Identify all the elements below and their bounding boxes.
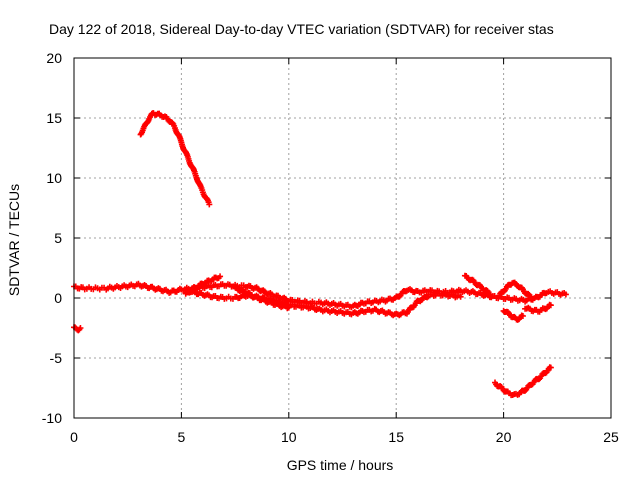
data-series (71, 110, 569, 399)
data-point (536, 376, 543, 383)
x-tick-label: 10 (281, 429, 297, 445)
y-tick-label: 0 (54, 290, 62, 306)
data-point (217, 273, 224, 280)
x-tick-label: 15 (388, 429, 404, 445)
data-point (77, 325, 84, 331)
data-point (285, 304, 292, 311)
data-point (528, 295, 535, 301)
x-tick-label: 25 (603, 429, 619, 445)
x-tick-label: 0 (70, 429, 78, 445)
data-point (547, 302, 554, 309)
y-axis-label: SDTVAR / TECUs (6, 184, 22, 296)
data-point (547, 364, 554, 371)
data-point (519, 313, 526, 319)
data-point (457, 293, 464, 300)
grid-lines (74, 58, 611, 418)
y-tick-label: 5 (54, 230, 62, 246)
data-point (562, 291, 569, 298)
series (461, 272, 494, 298)
series (71, 324, 84, 334)
x-tick-label: 5 (178, 429, 186, 445)
data-point (527, 293, 534, 300)
tick-labels: 0 5 10 15 20 25 -10 -5 0 5 10 15 20 (42, 50, 619, 445)
series (232, 284, 292, 312)
y-tick-label: -5 (50, 350, 63, 366)
series (500, 307, 526, 323)
x-axis-label: GPS time / hours (287, 457, 394, 473)
series (137, 110, 213, 208)
series (492, 364, 554, 399)
data-point (396, 293, 403, 300)
series (522, 301, 554, 315)
y-tick-label: 15 (46, 110, 62, 126)
series (496, 279, 535, 301)
y-tick-label: 10 (46, 170, 62, 186)
data-point (487, 291, 494, 298)
y-tick-label: 20 (46, 50, 62, 66)
x-tick-label: 20 (496, 429, 512, 445)
data-point (206, 201, 213, 208)
chart-title: Day 122 of 2018, Sidereal Day-to-day VTE… (49, 21, 554, 37)
y-tick-label: -10 (42, 410, 62, 426)
axes (73, 57, 612, 419)
series (182, 273, 224, 297)
